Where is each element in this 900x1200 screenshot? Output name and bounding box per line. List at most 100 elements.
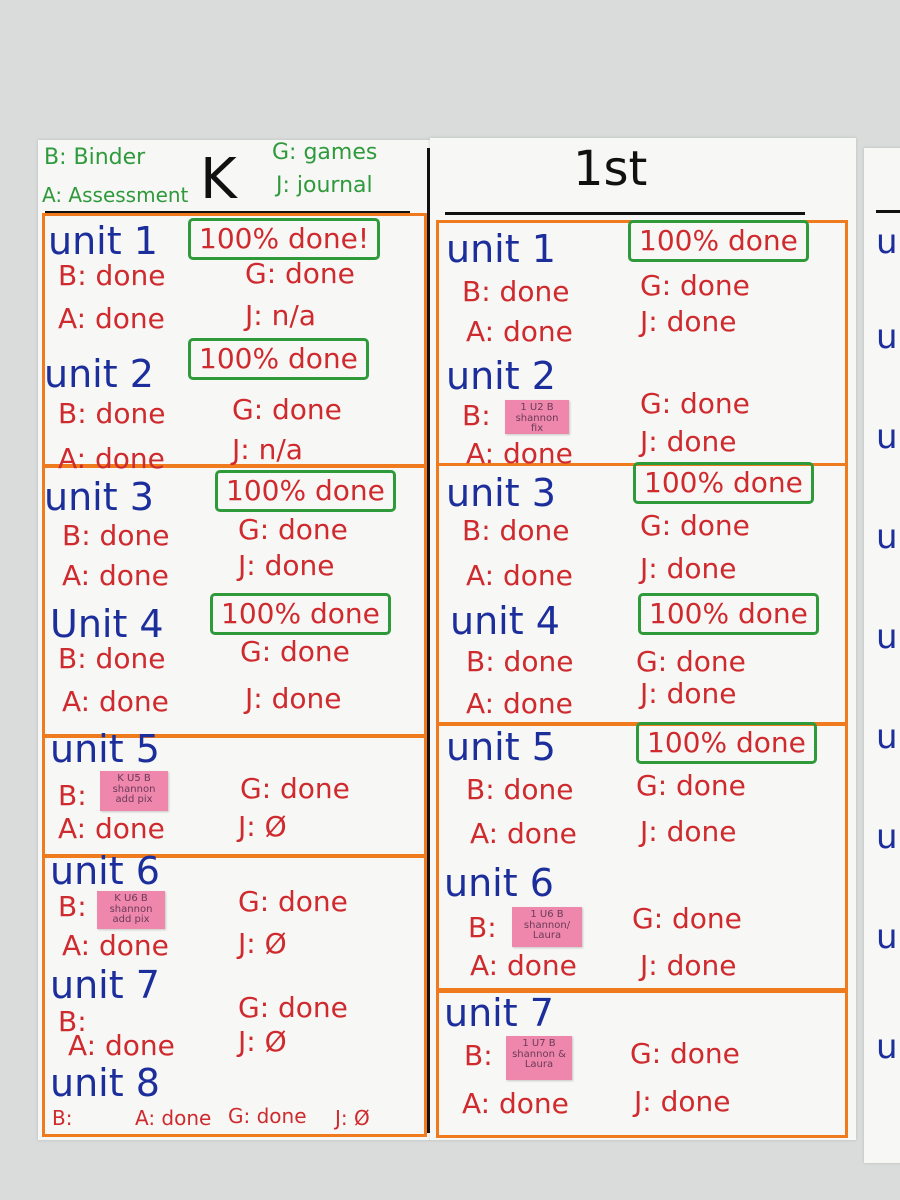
status-box: 100% done: [210, 593, 391, 635]
next-header-rule: [876, 210, 900, 213]
item-j: J: done: [634, 1085, 731, 1118]
item-a: A: done: [135, 1106, 212, 1130]
legend-journal: J: journal: [276, 173, 373, 198]
item-j: J: done: [238, 549, 335, 582]
item-g: G: done: [228, 1104, 307, 1128]
next-chart-sheet: [864, 148, 900, 1163]
item-a: A: done: [470, 949, 577, 982]
item-b: B: done: [58, 259, 166, 292]
unit-title: unit 2: [44, 352, 154, 396]
status-box: 100% done: [628, 220, 809, 262]
item-g: G: done: [238, 991, 348, 1024]
item-g: G: done: [640, 269, 750, 302]
partial-letter-glyph: u: [876, 417, 898, 457]
item-b: B:: [58, 1005, 87, 1038]
partial-letter-glyph: u: [876, 917, 898, 957]
item-a: A: done: [62, 559, 169, 592]
item-b: B: done: [58, 642, 166, 675]
item-j: J: done: [640, 677, 737, 710]
item-a: A: done: [68, 1029, 175, 1062]
item-j: J: Ø: [238, 1025, 287, 1058]
item-g: G: done: [636, 645, 746, 678]
unit-title: unit 6: [50, 849, 160, 893]
item-b: B:: [464, 1039, 493, 1072]
orange-section-box: [436, 990, 848, 1138]
sticky-note: K U6 B shannon add pix: [97, 891, 165, 929]
item-g: G: done: [636, 769, 746, 802]
item-b: B: done: [462, 514, 570, 547]
partial-letter-glyph: u: [876, 222, 898, 262]
column-divider: [427, 148, 430, 1133]
item-a: A: done: [58, 812, 165, 845]
k-heading: K: [200, 147, 237, 212]
partial-letter-glyph: u: [876, 717, 898, 757]
item-b: B: done: [466, 773, 574, 806]
item-g: G: done: [632, 902, 742, 935]
item-a: A: done: [58, 442, 165, 475]
sticky-note: 1 U2 B shannon fix: [505, 400, 569, 434]
item-j: J: Ø: [238, 810, 287, 843]
item-g: G: done: [245, 257, 355, 290]
item-b: B: done: [462, 275, 570, 308]
item-g: G: done: [240, 772, 350, 805]
partial-letter-glyph: u: [876, 617, 898, 657]
sticky-note: 1 U6 B shannon/ Laura: [512, 907, 582, 947]
item-a: A: done: [466, 687, 573, 720]
status-box: 100% done: [638, 593, 819, 635]
item-a: A: done: [462, 1087, 569, 1120]
item-j: J: done: [640, 552, 737, 585]
status-box: 100% done: [633, 462, 814, 504]
item-g: G: done: [640, 509, 750, 542]
item-b: B: done: [466, 645, 574, 678]
item-a: A: done: [58, 302, 165, 335]
item-b: B:: [58, 890, 87, 923]
unit-title: unit 1: [446, 227, 556, 271]
item-g: G: done: [640, 387, 750, 420]
unit-title: unit 5: [446, 725, 556, 769]
sticky-note: K U5 B shannon add pix: [100, 771, 168, 811]
status-box: 100% done: [215, 470, 396, 512]
sticky-note: 1 U7 B shannon & Laura: [506, 1036, 572, 1080]
partial-letter-glyph: u: [876, 1027, 898, 1067]
item-g: G: done: [238, 513, 348, 546]
item-g: G: done: [232, 393, 342, 426]
unit-title: unit 7: [444, 991, 554, 1035]
partial-letter-glyph: u: [876, 517, 898, 557]
unit-title: unit 6: [444, 861, 554, 905]
first-heading: 1st: [573, 141, 648, 197]
unit-title: unit 7: [50, 963, 160, 1007]
item-j: J: done: [245, 682, 342, 715]
partial-letter-glyph: u: [876, 817, 898, 857]
k-chart-sheet: [38, 140, 430, 1140]
item-g: G: done: [630, 1037, 740, 1070]
unit-title: unit 4: [450, 599, 560, 643]
item-j: J: n/a: [245, 299, 316, 332]
unit-title: unit 5: [50, 727, 160, 771]
item-b: B:: [468, 911, 497, 944]
item-j: J: done: [640, 305, 737, 338]
legend-assessment: A: Assessment: [42, 183, 189, 207]
unit-title: Unit 4: [50, 602, 164, 646]
item-g: G: done: [238, 885, 348, 918]
legend-binder: B: Binder: [44, 145, 146, 170]
item-j: J: done: [640, 815, 737, 848]
first-grade-chart-sheet: [430, 138, 856, 1140]
orange-section-box: [42, 855, 427, 1137]
status-box: 100% done: [636, 722, 817, 764]
item-j: J: Ø: [238, 927, 287, 960]
item-b: B: done: [62, 519, 170, 552]
unit-title: unit 3: [44, 475, 154, 519]
item-j: J: done: [640, 425, 737, 458]
item-j: J: n/a: [232, 433, 303, 466]
item-b: B:: [58, 779, 87, 812]
partial-letter-glyph: u: [876, 317, 898, 357]
legend-games: G: games: [272, 140, 378, 165]
item-a: A: done: [466, 559, 573, 592]
k-header-rule: [45, 211, 410, 214]
item-b: B:: [462, 399, 491, 432]
item-b: B: done: [58, 397, 166, 430]
item-a: A: done: [466, 437, 573, 470]
status-box: 100% done: [188, 338, 369, 380]
item-j: J: done: [640, 949, 737, 982]
item-g: G: done: [240, 635, 350, 668]
